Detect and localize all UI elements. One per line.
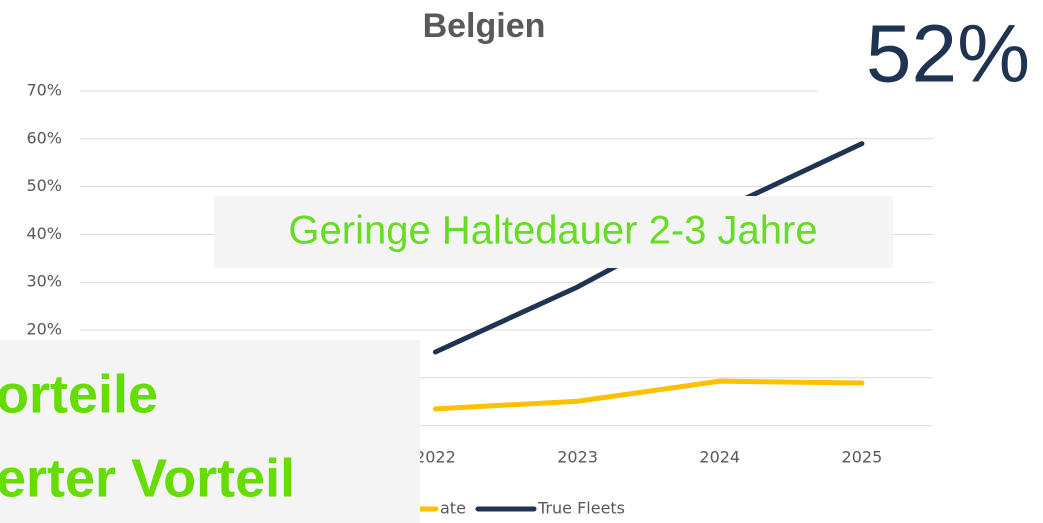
legend-label: ate xyxy=(440,499,466,518)
series-line xyxy=(432,378,865,412)
callout: 52% xyxy=(866,9,1030,100)
x-tick-label: 2023 xyxy=(557,448,598,467)
legend-label: True Fleets xyxy=(537,499,625,518)
x-tick-label: 2024 xyxy=(699,448,740,467)
annotation-box xyxy=(214,196,893,268)
annotation: Geringe Haltedauer 2-3 Jahre xyxy=(288,209,817,253)
chart-title: Belgien xyxy=(423,7,546,45)
y-tick-label: 50% xyxy=(26,176,62,195)
overlay-text: erter Vorteil xyxy=(0,448,295,508)
overlay-text: orteile xyxy=(0,364,158,424)
overlay-box xyxy=(0,340,420,523)
x-tick-label: 2025 xyxy=(842,448,883,467)
y-tick-label: 70% xyxy=(26,81,62,100)
y-tick-label: 40% xyxy=(26,224,62,243)
plot: 0%10%20%30%40%50%60%70%2022202320242025a… xyxy=(26,81,933,518)
callout-bg xyxy=(818,10,1043,102)
y-tick-label: 30% xyxy=(26,272,62,291)
y-tick-label: 20% xyxy=(26,320,62,339)
y-tick-label: 60% xyxy=(26,128,62,147)
x-tick-label: 2022 xyxy=(415,448,456,467)
